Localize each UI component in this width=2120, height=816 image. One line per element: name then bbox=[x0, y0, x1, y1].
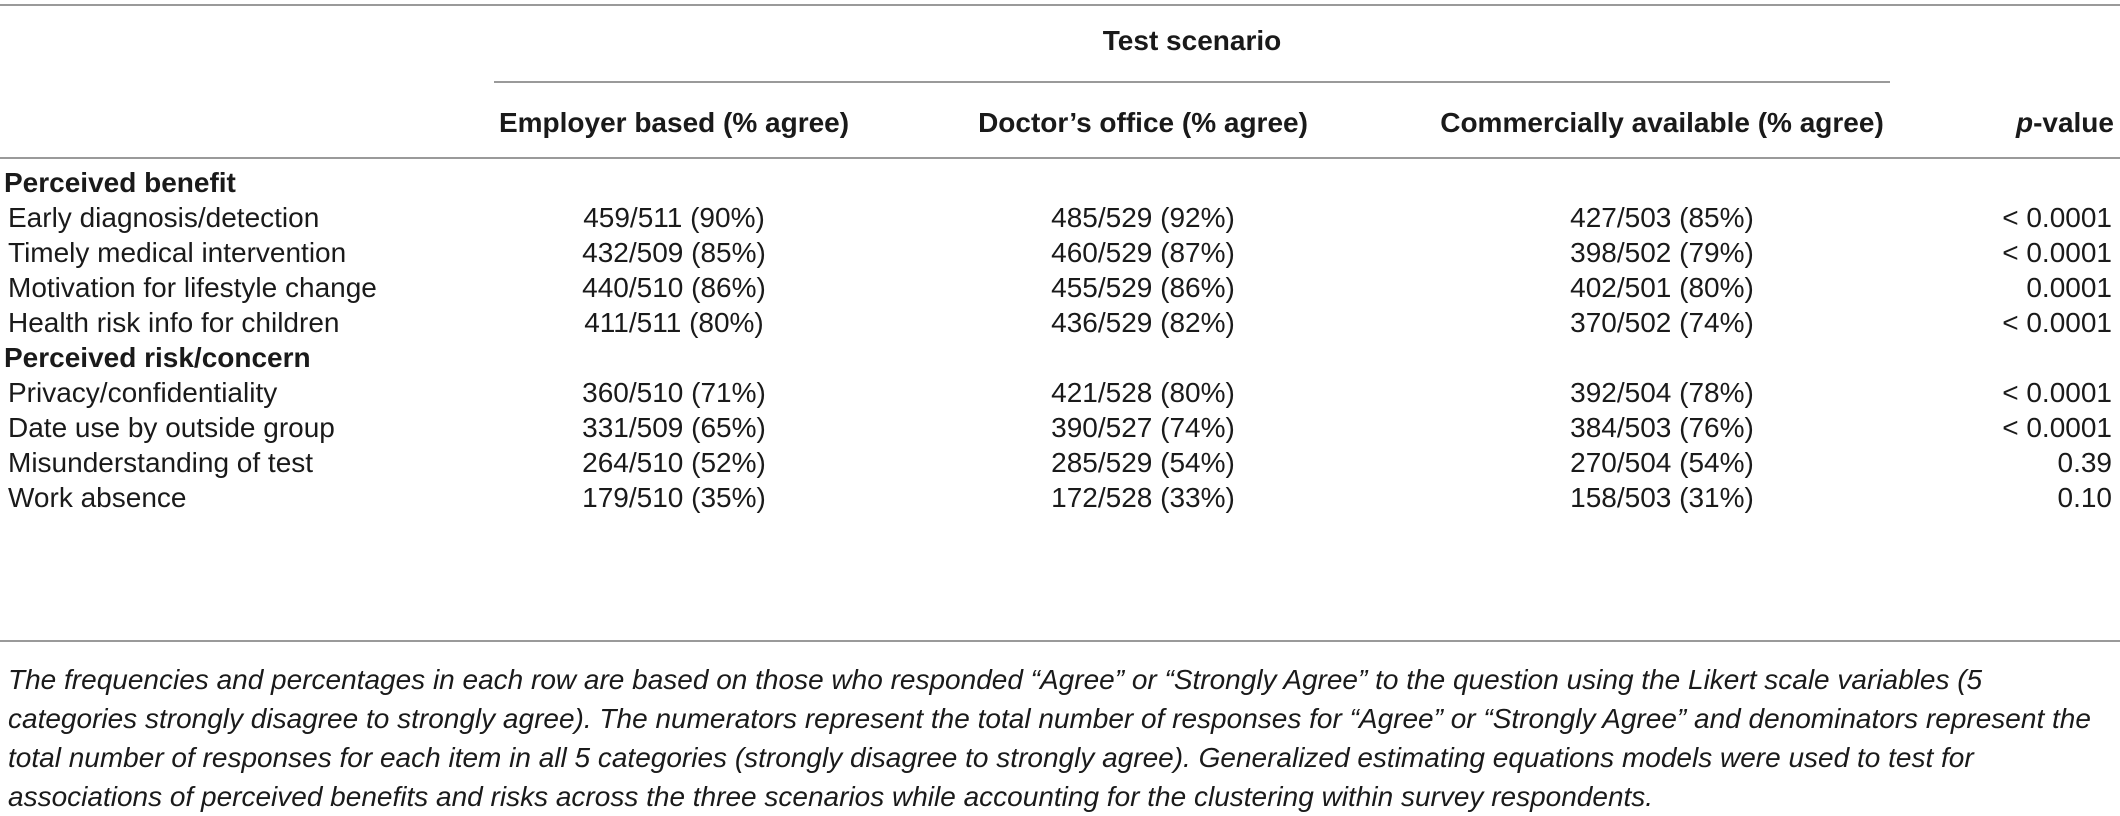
table-row: Early diagnosis/detection 459/511 (90%) 48… bbox=[0, 195, 2120, 242]
commercial-value-cell: 370/502 (74%) bbox=[1570, 307, 1754, 338]
column-header-doctor: Doctor’s office (% agree) bbox=[978, 107, 1308, 138]
table-row: Misunderstanding of test 264/510 (52%) 285… bbox=[0, 440, 2120, 487]
row-label: Motivation for lifestyle change bbox=[8, 272, 377, 303]
p-value-cell: < 0.0001 bbox=[2002, 412, 2112, 443]
doctor-value-cell: 485/529 (92%) bbox=[1051, 202, 1235, 233]
commercial-value-cell: 398/502 (79%) bbox=[1570, 237, 1754, 268]
row-label: Misunderstanding of test bbox=[8, 447, 314, 478]
row-label: Privacy/confidentiality bbox=[8, 377, 278, 408]
employer-value-cell: 331/509 (65%) bbox=[582, 412, 766, 443]
employer-value-cell: 264/510 (52%) bbox=[582, 447, 766, 478]
commercial-value-cell: 392/504 (78%) bbox=[1570, 377, 1754, 408]
table-footnote: The frequencies and percentages in each … bbox=[8, 664, 2091, 812]
p-value-cell: < 0.0001 bbox=[2002, 237, 2112, 268]
p-symbol: p bbox=[2015, 107, 2034, 138]
table-row: Motivation for lifestyle change 440/510 (… bbox=[0, 265, 2120, 312]
table-row: Health risk info for children 411/511 (80… bbox=[0, 300, 2120, 347]
p-value-cell: < 0.0001 bbox=[2002, 307, 2112, 338]
row-label: Work absence bbox=[8, 482, 187, 513]
p-value-cell: < 0.0001 bbox=[2002, 202, 2112, 233]
employer-value-cell: 440/510 (86%) bbox=[582, 272, 766, 303]
section-header-row: Perceived benefit bbox=[0, 160, 2120, 207]
doctor-value-cell: 285/529 (54%) bbox=[1051, 447, 1235, 478]
employer-value-cell: 411/511 (80%) bbox=[584, 307, 764, 338]
column-header-commercial: Commercially available (% agree) bbox=[1440, 107, 1884, 138]
employer-value-cell: 179/510 (35%) bbox=[582, 482, 766, 513]
p-value-cell: 0.39 bbox=[2057, 447, 2113, 478]
header-rule bbox=[0, 157, 2120, 159]
doctor-value-cell: 172/528 (33%) bbox=[1051, 482, 1235, 513]
doctor-value-cell: 460/529 (87%) bbox=[1051, 237, 1235, 268]
commercial-value-cell: 158/503 (31%) bbox=[1570, 482, 1754, 513]
table-bottom-rule bbox=[0, 640, 2120, 642]
row-label: Health risk info for children bbox=[8, 307, 340, 338]
doctor-value-cell: 390/527 (74%) bbox=[1051, 412, 1235, 443]
employer-value-cell: 459/511 (90%) bbox=[583, 202, 765, 233]
doctor-value-cell: 455/529 (86%) bbox=[1051, 272, 1235, 303]
section-label: Perceived risk/concern bbox=[4, 342, 311, 373]
p-value-cell: < 0.0001 bbox=[2002, 377, 2112, 408]
column-header-p-value: p-value bbox=[2016, 106, 2114, 140]
row-label: Timely medical intervention bbox=[8, 237, 347, 268]
section-label: Perceived benefit bbox=[4, 167, 236, 198]
table-top-rule bbox=[0, 4, 2120, 6]
doctor-value-cell: 436/529 (82%) bbox=[1051, 307, 1235, 338]
table-row: Date use by outside group 331/509 (65%) 39… bbox=[0, 405, 2120, 452]
column-header-employer: Employer based (% agree) bbox=[498, 107, 850, 138]
p-value-suffix: -value bbox=[2033, 107, 2114, 138]
commercial-value-cell: 270/504 (54%) bbox=[1570, 447, 1754, 478]
employer-value-cell: 360/510 (71%) bbox=[582, 377, 766, 408]
row-label: Date use by outside group bbox=[8, 412, 335, 443]
spanner-heading: Test scenario bbox=[1102, 25, 1282, 56]
p-value-cell: 0.10 bbox=[2057, 482, 2113, 513]
section-header-row: Perceived risk/concern bbox=[0, 335, 2120, 382]
table-row: Privacy/confidentiality 360/510 (71%) 421/… bbox=[0, 370, 2120, 417]
p-value-cell: 0.0001 bbox=[2026, 272, 2112, 303]
commercial-value-cell: 402/501 (80%) bbox=[1570, 272, 1754, 303]
commercial-value-cell: 384/503 (76%) bbox=[1570, 412, 1754, 443]
table-row: Timely medical intervention 432/509 (85%)… bbox=[0, 230, 2120, 277]
employer-value-cell: 432/509 (85%) bbox=[582, 237, 766, 268]
spanner-rule bbox=[494, 81, 1890, 83]
commercial-value-cell: 427/503 (85%) bbox=[1570, 202, 1754, 233]
doctor-value-cell: 421/528 (80%) bbox=[1051, 377, 1235, 408]
row-label: Early diagnosis/detection bbox=[8, 202, 320, 233]
table-row: Work absence 179/510 (35%) 172/528 (33%) 15… bbox=[0, 475, 2120, 522]
